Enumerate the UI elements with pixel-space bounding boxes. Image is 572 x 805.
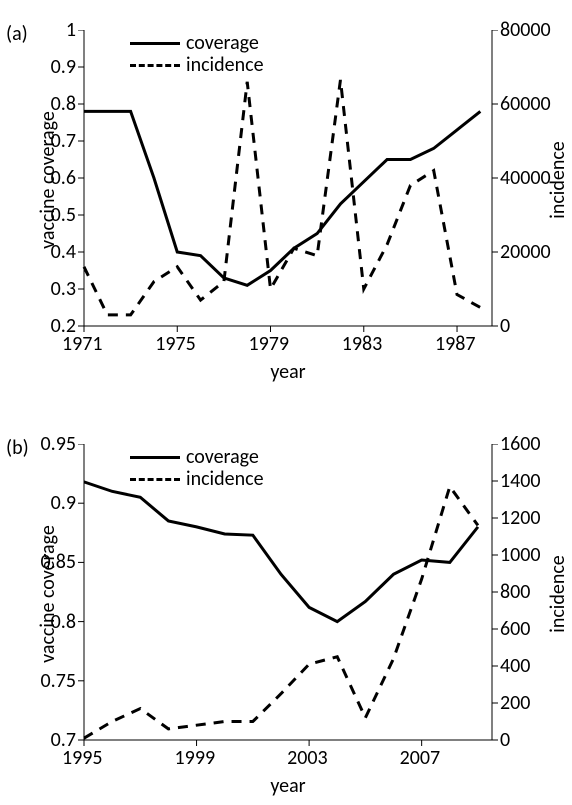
yright-tick-label: 800	[500, 580, 530, 604]
chart-b-legend: coverage incidence	[130, 446, 264, 490]
yright-tick-label: 1000	[500, 543, 541, 567]
yright-tick-label: 60000	[500, 92, 551, 116]
yleft-tick-label: 0.9	[51, 55, 76, 79]
legend-text: incidence	[186, 467, 264, 491]
figure: (a) vaccine coverage incidence year 1971…	[0, 0, 572, 805]
yright-tick-label: 1400	[500, 469, 541, 493]
legend-line-solid	[130, 456, 180, 459]
legend-line-dashed	[130, 64, 180, 67]
yright-tick-label: 20000	[500, 240, 551, 264]
legend-text: incidence	[186, 53, 264, 77]
panel-label-b: (b)	[6, 436, 29, 460]
yleft-tick-label: 0.7	[51, 129, 76, 153]
yleft-tick-label: 0.95	[41, 432, 76, 456]
yright-tick-label: 600	[500, 617, 530, 641]
x-tick-label: 2007	[400, 746, 441, 770]
yright-tick-label: 0	[500, 728, 510, 752]
x-tick-label: 1975	[155, 332, 196, 356]
legend-text: coverage	[186, 445, 259, 469]
legend-item-coverage-a: coverage	[130, 32, 264, 54]
series-incidence	[84, 80, 480, 315]
yleft-tick-label: 0.4	[51, 240, 76, 264]
yright-tick-label: 80000	[500, 18, 551, 42]
legend-line-solid	[130, 42, 180, 45]
panel-label-a: (a)	[6, 22, 28, 46]
yright-tick-label: 400	[500, 654, 530, 678]
yright-tick-label: 1200	[500, 506, 541, 530]
x-tick-label: 1979	[249, 332, 290, 356]
yleft-tick-label: 0.9	[51, 491, 76, 515]
x-tick-label: 1999	[175, 746, 216, 770]
legend-line-dashed	[130, 478, 180, 481]
series-coverage	[84, 111, 480, 285]
yleft-tick-label: 0.75	[41, 669, 76, 693]
yleft-tick-label: 0.7	[51, 728, 76, 752]
yleft-tick-label: 0.85	[41, 550, 76, 574]
yleft-tick-label: 0.8	[51, 92, 76, 116]
yright-tick-label: 1600	[500, 432, 541, 456]
yleft-tick-label: 0.3	[51, 277, 76, 301]
yright-tick-label: 200	[500, 691, 530, 715]
legend-text: coverage	[186, 31, 259, 55]
yleft-tick-label: 0.8	[51, 610, 76, 634]
x-tick-label: 1987	[435, 332, 476, 356]
x-tick-label: 1983	[342, 332, 383, 356]
legend-item-coverage-b: coverage	[130, 446, 264, 468]
series-incidence	[84, 487, 478, 739]
chart-b-yright-title: incidence	[546, 524, 570, 664]
legend-item-incidence-b: incidence	[130, 468, 264, 490]
chart-a-x-title: year	[84, 360, 492, 384]
yleft-tick-label: 0.5	[51, 203, 76, 227]
yleft-tick-label: 0.2	[51, 314, 76, 338]
yleft-tick-label: 1	[66, 18, 76, 42]
yleft-tick-label: 0.6	[51, 166, 76, 190]
legend-item-incidence-a: incidence	[130, 54, 264, 76]
chart-b-yleft-title: vaccine coverage	[36, 504, 60, 684]
yright-tick-label: 0	[500, 314, 510, 338]
chart-a-legend: coverage incidence	[130, 32, 264, 76]
yright-tick-label: 40000	[500, 166, 551, 190]
chart-b-x-title: year	[84, 774, 492, 798]
x-tick-label: 2003	[287, 746, 328, 770]
series-coverage	[84, 482, 478, 622]
